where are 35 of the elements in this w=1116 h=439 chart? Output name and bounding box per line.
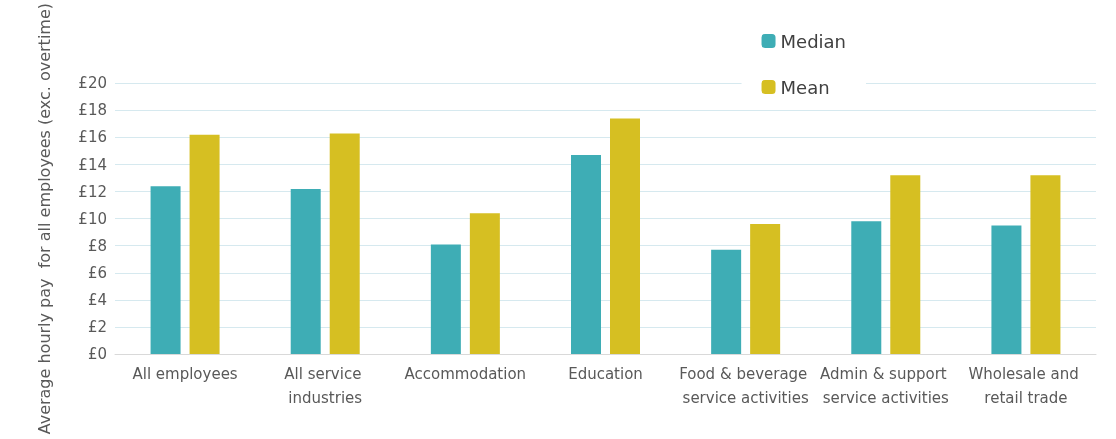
bar [610,118,640,354]
bar [150,186,181,354]
bar [851,221,882,354]
bar [571,155,601,354]
x-tick-label: Education [568,365,643,383]
legend-label: Median [780,30,847,52]
bar [430,244,461,354]
x-tick-label: All service industries [284,365,367,407]
bar [1030,175,1061,354]
y-tick-label: £4 [87,290,107,309]
y-tick-label: £8 [87,236,107,255]
bar [750,224,781,354]
bar [711,249,742,354]
y-tick-label: £12 [78,182,107,201]
y-tick-label: £20 [78,74,107,93]
bar [290,188,321,354]
x-tick-label: All employees [132,365,238,383]
y-axis-title: Average hourly pay for all employees (exc. overtime) [34,3,54,435]
bar [189,134,220,354]
y-tick-label: £16 [78,128,107,147]
x-tick-label: Food & beverage service activities [679,365,813,407]
y-tick-label: £10 [78,209,107,228]
y-tick-label: £18 [78,101,107,120]
y-tick-label: £2 [87,317,107,336]
y-tick-label: £14 [78,155,107,174]
bar [991,225,1022,354]
legend-label: Mean [780,76,830,98]
bar [469,213,500,354]
bar [329,133,360,354]
x-tick-label: Accommodation [404,365,527,383]
x-tick-label: Admin & support service activities [820,365,952,407]
x-tick-label: Wholesale and retail trade [968,365,1084,407]
bar [890,175,921,354]
y-tick-label: £6 [87,263,107,282]
y-tick-label: £0 [87,345,107,363]
